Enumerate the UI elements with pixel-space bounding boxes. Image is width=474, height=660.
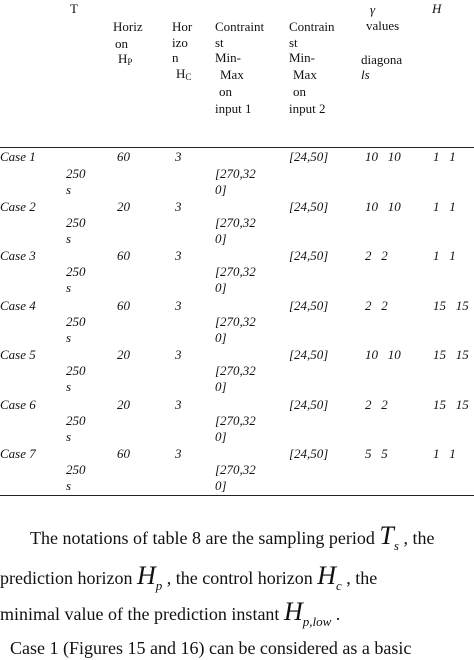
hc-value: 3	[175, 446, 182, 461]
paragraph-line-1: The notations of table 8 are the samplin…	[30, 521, 435, 554]
hp-value: 60	[117, 446, 130, 461]
constraint2: [24,50]	[289, 446, 329, 461]
hc-value: 3	[175, 149, 182, 164]
constraint2: [24,50]	[289, 199, 329, 214]
h-values: 1 1	[433, 199, 456, 214]
hc-value: 3	[175, 298, 182, 313]
h-values: 15 15	[433, 397, 469, 412]
hc-value: 3	[175, 397, 182, 412]
constraint2: [24,50]	[289, 347, 329, 362]
constraint1: [270,32	[215, 413, 256, 428]
constraint2: [24,50]	[289, 248, 329, 263]
h-values: 1 1	[433, 248, 456, 263]
header-t: T	[70, 1, 78, 16]
constraint1: [270,32	[215, 363, 256, 378]
gamma-values: 5 5	[365, 446, 388, 461]
h-values: 1 1	[433, 149, 456, 164]
gamma-values: 2 2	[365, 397, 388, 412]
hp-value: 20	[117, 199, 130, 214]
constraint1: [270,32	[215, 166, 256, 181]
constraint1: [270,32	[215, 314, 256, 329]
h-values: 15 15	[433, 298, 469, 313]
paragraph-line-3: minimal value of the prediction instant …	[0, 597, 341, 630]
constraint1: [270,32	[215, 215, 256, 230]
hc-value: 3	[175, 347, 182, 362]
hp-value: 60	[117, 149, 130, 164]
hp-value: 60	[117, 298, 130, 313]
sampling-period: 250	[66, 264, 86, 279]
table-bottom-rule	[0, 495, 474, 496]
constraint2: [24,50]	[289, 149, 329, 164]
hp-value: 20	[117, 397, 130, 412]
gamma-values: 10 10	[365, 347, 401, 362]
hp-value: 20	[117, 347, 130, 362]
constraint2: [24,50]	[289, 298, 329, 313]
constraint1: [270,32	[215, 462, 256, 477]
gamma-values: 10 10	[365, 149, 401, 164]
h-values: 1 1	[433, 446, 456, 461]
sampling-period: 250	[66, 363, 86, 378]
sampling-period: 250	[66, 413, 86, 428]
case-label: Case 5	[0, 347, 36, 362]
paragraph-line-4: Case 1 (Figures 15 and 16) can be consid…	[10, 638, 412, 658]
case-label: Case 3	[0, 248, 36, 263]
case-label: Case 6	[0, 397, 36, 412]
sampling-period: 250	[66, 462, 86, 477]
case-label: Case 2	[0, 199, 36, 214]
case-label: Case 1	[0, 149, 36, 164]
hc-value: 3	[175, 199, 182, 214]
constraint1: [270,32	[215, 264, 256, 279]
gamma-values: 10 10	[365, 199, 401, 214]
paragraph-line-2: prediction horizon Hp , the control hori…	[0, 561, 378, 594]
hc-value: 3	[175, 248, 182, 263]
case-label: Case 7	[0, 446, 36, 461]
sampling-period: 250	[66, 215, 86, 230]
sampling-period: 250	[66, 166, 86, 181]
constraint2: [24,50]	[289, 397, 329, 412]
gamma-values: 2 2	[365, 248, 388, 263]
sampling-period: 250	[66, 314, 86, 329]
header-h: H	[432, 1, 442, 16]
h-values: 15 15	[433, 347, 469, 362]
case-label: Case 4	[0, 298, 36, 313]
header-divider	[0, 147, 474, 148]
gamma-values: 2 2	[365, 298, 388, 313]
hp-value: 60	[117, 248, 130, 263]
